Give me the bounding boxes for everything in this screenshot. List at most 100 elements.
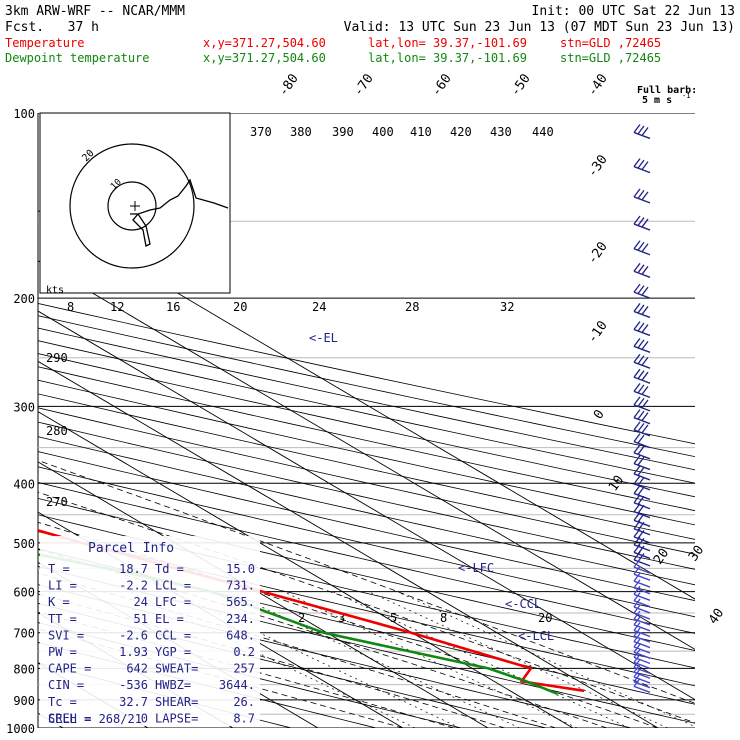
parcel-param-value: 0: [141, 711, 148, 725]
temperature-tick-label: -10: [585, 318, 611, 346]
dry-adiabat: [38, 303, 695, 445]
wind-barb: [633, 585, 651, 601]
mixing-ratio-label: 24: [312, 300, 326, 314]
dry-adiabat: [38, 340, 695, 484]
parcel-param-label: CCL =: [155, 628, 191, 642]
el-label: <-EL: [309, 331, 338, 345]
wind-barb: [633, 382, 651, 399]
parcel-param-value: 1.93: [119, 645, 148, 659]
parcel-param-value: 24: [134, 595, 148, 609]
dry-adiabat: [38, 353, 695, 498]
forecast-hour: Fcst. 37 h: [5, 20, 99, 35]
parcel-param-label: TT =: [48, 612, 77, 626]
moist-adiabat: [38, 549, 608, 728]
mixing-ratio-label: 28: [405, 300, 419, 314]
pressure-tick-label: 400: [13, 477, 35, 491]
parcel-param-value: 234.: [226, 612, 255, 626]
parcel-param-label: CAPE =: [48, 662, 91, 676]
parcel-param-label: CIN =: [48, 678, 84, 692]
wind-barb: [633, 677, 651, 693]
isotherm-line: [38, 310, 695, 701]
wind-barb: [633, 565, 651, 581]
mixing-ratio-line: [228, 591, 520, 728]
parcel-param-label: PW =: [48, 645, 77, 659]
dry-adiabat: [38, 584, 632, 728]
pressure-tick-label: 900: [13, 694, 35, 708]
wind-barb: [633, 283, 651, 299]
wind-barb: [633, 303, 651, 319]
parcel-param-value: 648.: [226, 628, 255, 642]
dewpoint-legend-label: Dewpoint temperature: [5, 51, 150, 65]
mixing-ratio-line: [332, 591, 630, 728]
dry-adiabat: [38, 436, 695, 586]
parcel-param-value: 8.7: [233, 711, 255, 725]
mixing-ratio-line: [396, 591, 695, 727]
wind-barb: [633, 409, 651, 425]
mixing-ratio-label: 32: [500, 300, 514, 314]
temperature-curve: [38, 529, 585, 693]
mixing-ratio-line: [130, 591, 416, 728]
hodograph: 20 10 kts: [39, 112, 231, 296]
parcel-param-value: -2.6: [119, 628, 148, 642]
parcel-param-label: HWBZ=: [155, 678, 191, 692]
parcel-param-value: 731.: [226, 579, 255, 593]
lfc-label: <-LFC: [458, 561, 494, 575]
parcel-param-label: SWEAT=: [155, 662, 198, 676]
dry-adiabat: [38, 622, 462, 728]
temperature-tick-label: 30: [686, 543, 707, 564]
secondary-labels: 370 380 390 400 410 420 430 440 8 12 16 20 24 28 32 2 3 5…: [46, 125, 554, 625]
wind-barb: [633, 520, 651, 536]
mixing-ratio-label: 3: [338, 611, 345, 625]
moist-adiabat: [38, 593, 506, 728]
theta-e-label: 370: [250, 125, 272, 139]
temperature-legend-station: stn=GLD ,72465: [560, 36, 661, 50]
mixing-ratio-label: 2: [298, 611, 305, 625]
mixing-ratio-label: 16: [166, 300, 180, 314]
mixing-ratio-label: 5: [390, 611, 397, 625]
parcel-param-label: LCL =: [155, 579, 191, 593]
wind-barb: [633, 572, 651, 588]
wind-barb: [633, 579, 651, 595]
parcel-param-label: Tc =: [48, 695, 77, 709]
wind-barb: [633, 421, 651, 437]
wind-barb: [633, 494, 651, 510]
temperature-tick-label: -50: [508, 71, 534, 99]
mixing-ratio-label: 12: [110, 300, 124, 314]
pressure-tick-label: 1000: [6, 722, 35, 736]
pressure-tick-label: 600: [13, 586, 35, 600]
dry-adiabat: [38, 514, 695, 669]
theta-label: 270: [46, 495, 68, 509]
dewpoint-curve: [38, 553, 559, 696]
parcel-param-label: T =: [48, 562, 70, 576]
barb-legend-line1: Full barb:: [637, 85, 697, 96]
parcel-param-value: 642: [126, 662, 148, 676]
wind-barb: [633, 610, 651, 626]
temperature-tick-label: -70: [351, 71, 377, 99]
wind-barb: [633, 215, 651, 231]
wind-barb: [633, 455, 651, 471]
valid-time: Valid: 13 UTC Sun 23 Jun 13 (07 MDT Sun …: [344, 20, 735, 35]
lcl-label: <-LCL: [518, 629, 554, 643]
wind-barb: [633, 598, 651, 614]
pressure-tick-label: 800: [13, 662, 35, 676]
dry-adiabat: [38, 327, 695, 471]
wind-barb: [633, 396, 651, 412]
parcel-param-label: Td =: [155, 562, 184, 576]
parcel-param-label: EL =: [155, 612, 184, 626]
wind-barb: [633, 337, 651, 353]
wind-barb: [633, 558, 651, 574]
parcel-param-value: 18.7: [119, 562, 148, 576]
mixing-ratio-label: 20: [538, 611, 552, 625]
temperature-tick-label: -40: [585, 71, 611, 99]
theta-label: 290: [46, 351, 68, 365]
wind-barb: [633, 262, 651, 278]
wind-barb: [633, 368, 651, 384]
parcel-param-value: 51: [134, 612, 148, 626]
temperature-legend-label: Temperature: [5, 36, 84, 50]
wind-barb: [633, 475, 651, 491]
isotherm-line: [38, 360, 659, 728]
temperature-tick-label: -20: [585, 239, 611, 267]
temperature-legend-xy: x,y=371.27,504.60: [203, 36, 326, 50]
